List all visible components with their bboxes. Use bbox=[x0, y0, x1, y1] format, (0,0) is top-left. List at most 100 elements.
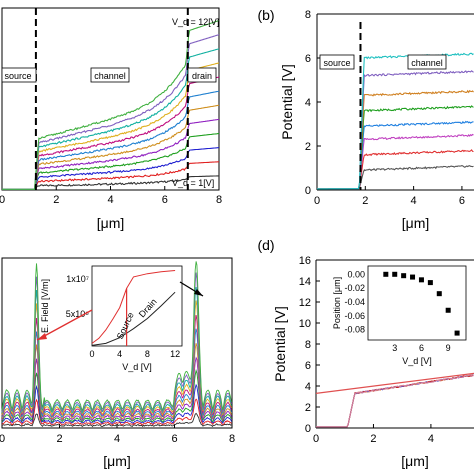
series-line bbox=[2, 118, 220, 190]
arrow-head bbox=[37, 333, 47, 340]
inset-y-tick-label: 5x10⁶ bbox=[66, 309, 90, 319]
panel-c: 0 2 4 6 8 [μm] 0 4 8 12 1x10⁷ 5x10⁶ V_d [V] E. Field … bbox=[0, 257, 235, 469]
vd-top-label: V_d = 12[V] bbox=[172, 17, 219, 27]
x-tick-label: 2 bbox=[53, 194, 59, 206]
inset-y-tick-label: -0.06 bbox=[344, 311, 365, 321]
series-line bbox=[2, 19, 220, 190]
region-label-box bbox=[407, 54, 447, 70]
vd-bottom-label: V_d = 1[V] bbox=[172, 178, 214, 188]
inset-x-tick-label: 8 bbox=[145, 349, 150, 359]
series-line bbox=[317, 105, 474, 190]
inset-y-axis-label: Position [μm] bbox=[332, 277, 342, 329]
x-axis-label: [μm] bbox=[97, 215, 125, 231]
series-line bbox=[2, 175, 219, 190]
series-line bbox=[317, 165, 474, 190]
y-tick-label: 10 bbox=[299, 318, 311, 330]
series-line bbox=[1, 383, 232, 425]
series-line bbox=[1, 398, 232, 426]
y-tick-label: 8 bbox=[305, 339, 311, 351]
y-tick-label: 4 bbox=[305, 97, 311, 109]
region-label-box bbox=[1, 67, 37, 83]
inset-data-point bbox=[383, 271, 389, 277]
x-tick-label: 0 bbox=[0, 194, 5, 206]
x-tick-label: 6 bbox=[162, 194, 168, 206]
x-tick-label: 8 bbox=[229, 433, 235, 445]
inset-frame bbox=[367, 265, 467, 341]
inset-x-axis-label: V_d [V] bbox=[122, 362, 152, 372]
inset-series-line bbox=[91, 270, 176, 344]
series-line bbox=[316, 374, 474, 428]
y-tick-label: 8 bbox=[305, 9, 311, 21]
y-tick-label: 6 bbox=[305, 53, 311, 65]
inset-data-point bbox=[436, 291, 442, 297]
inset-y-tick-label: -0.04 bbox=[344, 297, 365, 307]
panel-label: (b) bbox=[257, 7, 274, 23]
y-axis-label: Potential [V] bbox=[272, 306, 288, 382]
series-line bbox=[2, 132, 220, 190]
series-line bbox=[1, 261, 232, 413]
y-tick-label: 2 bbox=[305, 141, 311, 153]
series-line bbox=[317, 52, 474, 190]
x-axis-label: [μm] bbox=[401, 453, 429, 469]
region-label-box bbox=[187, 67, 217, 83]
y-tick-label: 6 bbox=[305, 360, 311, 372]
inset-data-point bbox=[401, 273, 407, 279]
inset-x-tick-label: 3 bbox=[392, 343, 397, 353]
inset-data-point bbox=[445, 307, 451, 313]
inset-series-line bbox=[91, 291, 176, 346]
arrow-to-source-peak bbox=[36, 309, 93, 341]
series-line bbox=[316, 374, 474, 428]
x-axis-label: [μm] bbox=[402, 215, 430, 231]
fit-line bbox=[315, 372, 474, 394]
inset-x-tick-label: 12 bbox=[170, 349, 180, 359]
x-tick-label: 6 bbox=[459, 195, 465, 207]
x-tick-label: 2 bbox=[362, 195, 368, 207]
inset-y-tick-label: -0.08 bbox=[344, 325, 365, 335]
series-line bbox=[1, 412, 232, 428]
inset-data-point bbox=[427, 280, 433, 286]
region-label: source bbox=[323, 58, 350, 68]
y-tick-label: 14 bbox=[299, 276, 311, 288]
series-line bbox=[2, 104, 220, 190]
y-tick-label: 0 bbox=[305, 185, 311, 197]
y-axis-label: Potential [V] bbox=[279, 64, 295, 140]
inset-x-tick-label: 4 bbox=[117, 349, 122, 359]
series-line bbox=[2, 90, 220, 190]
x-axis-label: [μm] bbox=[103, 453, 131, 469]
inset-data-point bbox=[454, 330, 460, 336]
series-line bbox=[2, 147, 220, 190]
y-tick-label: 2 bbox=[305, 402, 311, 414]
inset-x-tick-label: 0 bbox=[89, 349, 94, 359]
x-tick-label: 4 bbox=[114, 433, 120, 445]
series-line bbox=[316, 374, 474, 428]
series-line bbox=[317, 120, 474, 190]
x-tick-label: 0 bbox=[314, 195, 320, 207]
inset-x-axis-label: V_d [V] bbox=[402, 356, 432, 366]
arrow-head bbox=[194, 289, 203, 296]
series-line bbox=[317, 89, 474, 190]
inset-y-axis-label: E. Field [V/m] bbox=[40, 279, 50, 333]
x-tick-label: 0 bbox=[0, 433, 5, 445]
inset-data-point bbox=[410, 274, 416, 280]
inset-data-point bbox=[392, 271, 398, 277]
region-label-box bbox=[319, 54, 355, 70]
y-tick-label: 16 bbox=[299, 255, 311, 267]
panel-b: 0 2 4 6 8 0 2 4 6 [μm] Potential [V] source channel (… bbox=[257, 7, 474, 231]
x-tick-label: 4 bbox=[411, 195, 417, 207]
x-tick-label: 2 bbox=[56, 433, 62, 445]
inset-y-tick-label: 0.00 bbox=[347, 269, 365, 279]
panel-a: 0 2 4 6 8 [μm] source channel drain V_d = 12[V] V_… bbox=[0, 7, 222, 231]
region-label: channel bbox=[94, 71, 126, 81]
region-label-box bbox=[90, 67, 130, 83]
inset-x-tick-label: 9 bbox=[446, 343, 451, 353]
panel-label: (d) bbox=[257, 237, 274, 253]
x-tick-label: 6 bbox=[171, 433, 177, 445]
inset-x-tick-label: 6 bbox=[419, 343, 424, 353]
x-tick-label: 2 bbox=[370, 433, 376, 445]
y-tick-label: 12 bbox=[299, 297, 311, 309]
y-tick-label: 4 bbox=[305, 381, 311, 393]
x-tick-label: 0 bbox=[313, 433, 319, 445]
y-tick-label: 0 bbox=[305, 423, 311, 435]
series-line bbox=[2, 161, 219, 190]
